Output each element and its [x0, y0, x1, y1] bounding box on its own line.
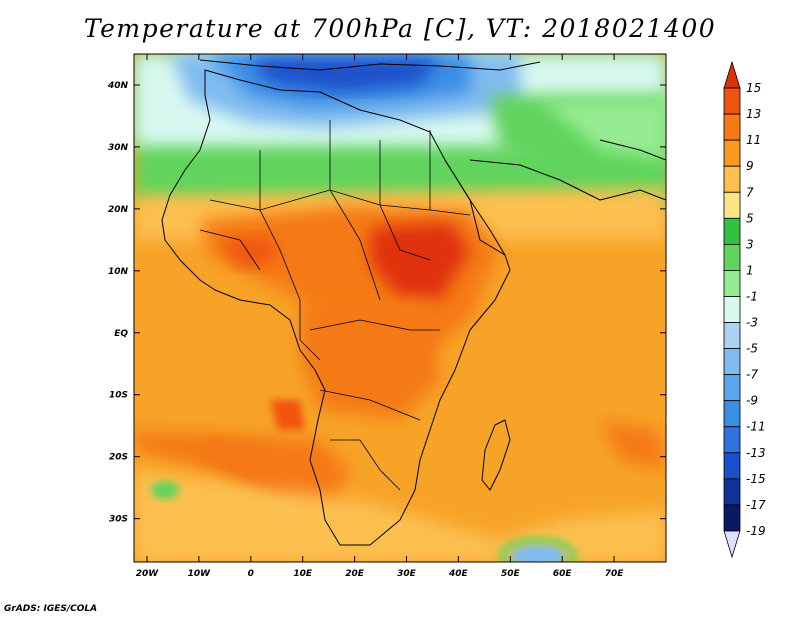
colorbar-label: 5: [746, 211, 754, 225]
colorbar-label: 1: [746, 263, 754, 277]
lon-label: 10W: [188, 569, 212, 579]
field-congo-hot: [300, 300, 440, 420]
colorbar-swatch: [723, 87, 741, 115]
colorbar-swatch: [723, 348, 741, 376]
colorbar-label: -9: [746, 394, 758, 408]
europe-coastline: [199, 59, 541, 71]
map-title: Temperature at 700hPa [C], VT: 201802140…: [83, 14, 717, 43]
plot-frame: [133, 53, 667, 563]
field-indian-ocean-hot: [600, 420, 666, 470]
field-arabia-pale: [540, 100, 666, 160]
colorbar-swatch: [723, 478, 741, 506]
colorbar-label: -3: [746, 316, 758, 330]
lon-label: 30E: [397, 569, 417, 579]
colorbar-bottom-arrow: [723, 530, 741, 559]
lon-label: 20E: [345, 569, 365, 579]
field-westafrica-hottest: [222, 236, 278, 268]
axes-layer: 40N 30N 20N 10N EQ 10S 20S 30S 20W 10W 0 10E 20E 30E 4…: [107, 54, 666, 579]
colorbar-swatch: [723, 165, 741, 193]
india-coastline: [599, 139, 666, 161]
colorbar-label: -1: [746, 289, 758, 303]
field-coldest-core: [250, 58, 440, 92]
temperature-field: [134, 54, 666, 562]
colorbar-label: 9: [746, 159, 754, 173]
colorbar-swatch: [723, 426, 741, 454]
lat-label: 20N: [108, 205, 129, 215]
colorbar-swatch: [723, 113, 741, 141]
colorbar-label: -17: [746, 498, 766, 512]
lon-label: 50E: [501, 569, 521, 579]
colorbar-label: -19: [746, 524, 766, 538]
colorbar-swatch: [723, 504, 741, 532]
grads-credit: GrADS: IGES/COLA: [4, 604, 98, 614]
lat-label: 10N: [108, 267, 129, 277]
colorbar-swatch: [723, 217, 741, 245]
colorbar-swatch: [723, 374, 741, 402]
colorbar-label: -13: [746, 446, 766, 460]
lon-label: 40E: [448, 569, 469, 579]
colorbar-label: 15: [746, 81, 761, 95]
lat-label: 10S: [109, 391, 128, 401]
field-sudan-hottest: [370, 222, 470, 300]
lon-label: 60E: [553, 569, 573, 579]
lat-label: 30N: [108, 143, 129, 153]
colorbar-label: -11: [746, 420, 766, 434]
colorbar-top-arrow: [723, 60, 741, 89]
lon-label: 20W: [136, 569, 160, 579]
colorbar-swatch: [723, 243, 741, 271]
colorbar-label: -15: [746, 472, 766, 486]
colorbar-label: 13: [746, 107, 761, 121]
lat-label: EQ: [114, 329, 128, 339]
colorbar-swatch: [723, 452, 741, 480]
colorbar-label: 3: [746, 237, 754, 251]
colorbar-label: 7: [746, 185, 754, 199]
field-cold-blob-south: [510, 544, 566, 562]
colorbar-label: -7: [746, 368, 758, 382]
colorbar-swatch: [723, 322, 741, 349]
field-madagascar-hot: [270, 400, 305, 430]
red-sea-coast: [444, 159, 506, 256]
colorbar-swatch: [723, 139, 741, 167]
lat-label: 20S: [109, 453, 128, 463]
colorbar-swatch: [723, 400, 741, 428]
colorbar: 15 13 11 9 7 5 3 1 -1 -3 -5 -7 -9 -11 -13 -15 -17 -19: [723, 60, 766, 559]
lon-label: 70E: [605, 569, 625, 579]
lat-label: 30S: [109, 515, 128, 525]
field-green-blob-west: [151, 481, 179, 499]
arabia-coastline: [469, 159, 666, 201]
coastlines: [161, 59, 666, 546]
country-borders: [199, 120, 471, 491]
colorbar-label: -5: [746, 342, 758, 356]
colorbar-label: 11: [746, 133, 761, 147]
colorbar-swatch: [723, 296, 741, 323]
lon-label: 10E: [293, 569, 313, 579]
madagascar-coastline: [481, 419, 511, 491]
lat-label: 40N: [107, 81, 129, 91]
lon-label: 0: [248, 569, 254, 579]
field-green-ring-south: [499, 537, 577, 562]
field-south-atlantic-hot: [134, 430, 350, 510]
colorbar-swatch: [723, 270, 741, 297]
colorbar-swatch: [723, 191, 741, 219]
